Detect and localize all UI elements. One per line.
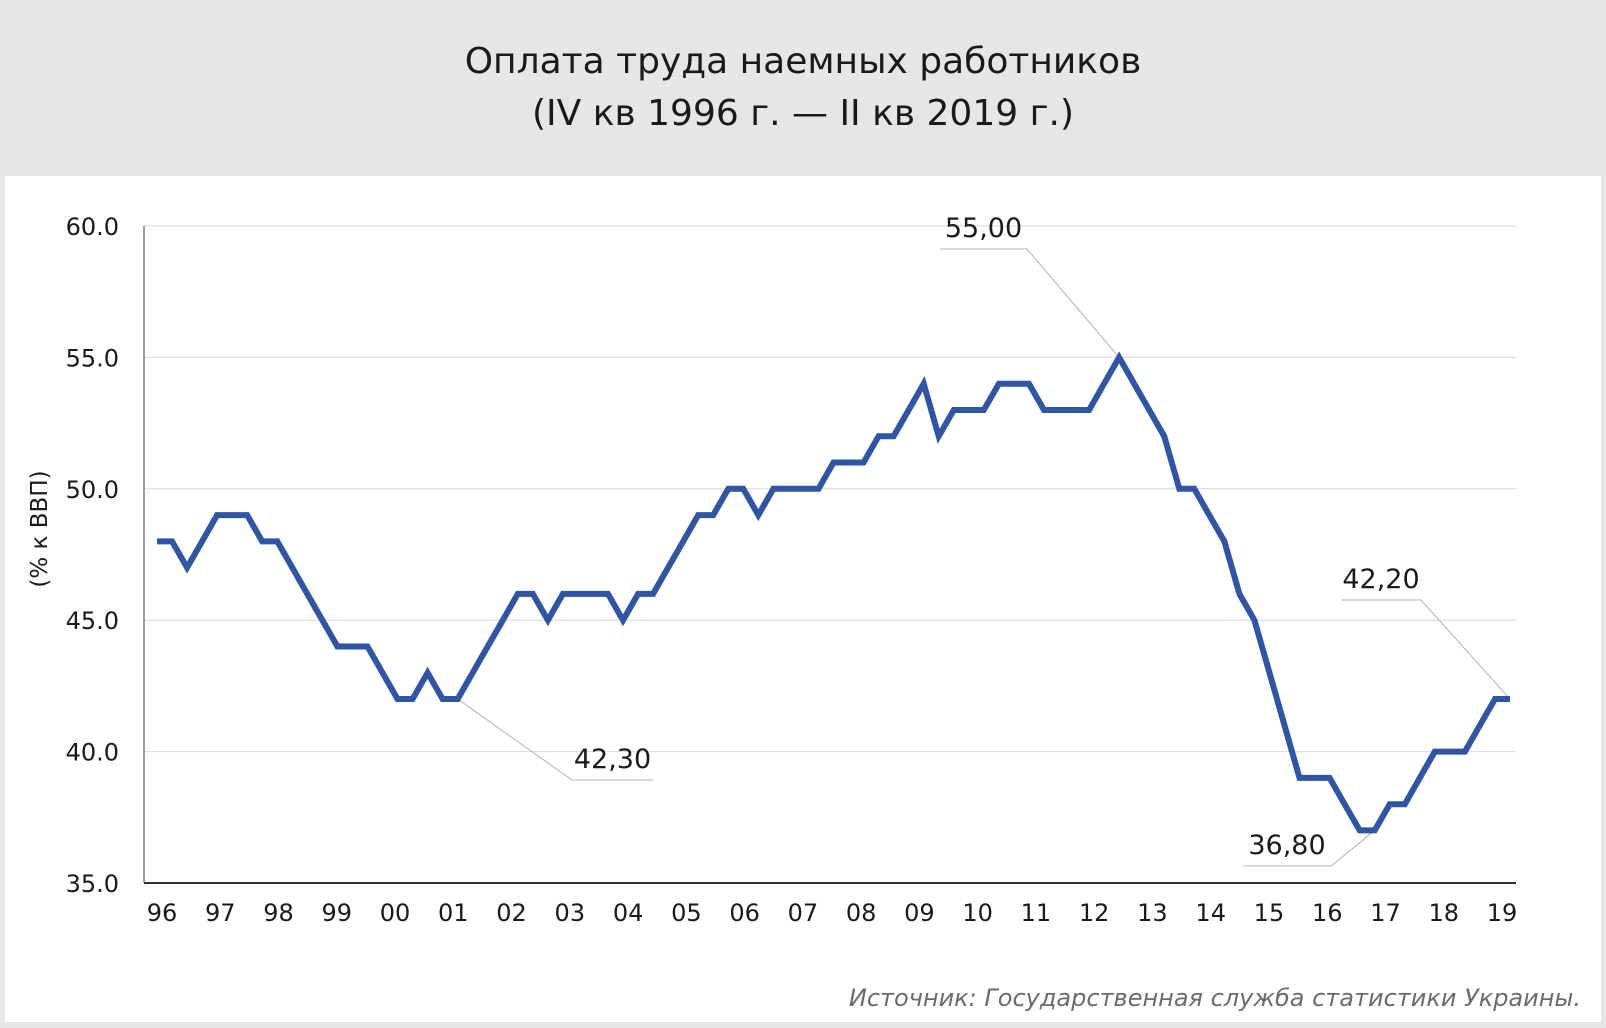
x-tick-label: 05: [671, 899, 702, 927]
x-tick-labels: 96 97 98 99 00 01 02 03 04 05 06 07 08 09 10 11 12 13 14 15…: [147, 899, 1518, 927]
x-tick-label: 06: [729, 899, 760, 927]
chart-panel: 35.0 40.0 45.0 50.0 55.0 60.0 96 97 98 99 00 01 02 0…: [5, 176, 1601, 1022]
x-tick-label: 18: [1428, 899, 1459, 927]
x-tick-label: 08: [846, 899, 877, 927]
x-tick-label: 12: [1079, 899, 1110, 927]
x-tick-label: 09: [904, 899, 935, 927]
y-tick-label: 35.0: [66, 870, 119, 898]
chart-title: Оплата труда наемных работников: [464, 41, 1142, 82]
x-tick-label: 15: [1254, 899, 1285, 927]
x-tick-label: 03: [555, 899, 586, 927]
x-tick-label: 98: [263, 899, 294, 927]
y-tick-label: 50.0: [66, 476, 119, 504]
annotation-labels: 42,30 55,00 36,80 42,20: [574, 213, 1420, 861]
line-chart: 35.0 40.0 45.0 50.0 55.0 60.0 96 97 98 99 00 01 02 0…: [27, 213, 1518, 927]
x-tick-label: 97: [205, 899, 236, 927]
x-tick-label: 16: [1312, 899, 1343, 927]
y-tick-label: 60.0: [66, 213, 119, 241]
chart-header: Оплата труда наемных работников (IV кв 1…: [0, 0, 1606, 176]
x-tick-label: 01: [438, 899, 469, 927]
annotation-leader: [457, 698, 653, 781]
series-group: [157, 351, 1510, 834]
annotation-leader: [1341, 599, 1511, 700]
x-tick-label: 19: [1487, 899, 1518, 927]
annotation-leader: [940, 248, 1120, 358]
y-tick-label: 40.0: [66, 739, 119, 767]
grid-lines: [144, 225, 1516, 753]
x-tick-label: 96: [147, 899, 178, 927]
chart-subtitle: (IV кв 1996 г. — II кв 2019 г.): [532, 93, 1074, 134]
y-axis-label: (% к ВВП): [27, 470, 53, 587]
y-tick-labels: 35.0 40.0 45.0 50.0 55.0 60.0: [66, 213, 119, 898]
x-tick-label: 14: [1195, 899, 1226, 927]
annotation-label: 55,00: [945, 213, 1022, 244]
annotation-label: 42,30: [574, 744, 651, 775]
x-tick-label: 04: [613, 899, 644, 927]
x-tick-label: 99: [322, 899, 353, 927]
x-tick-label: 02: [496, 899, 527, 927]
x-tick-label: 00: [380, 899, 411, 927]
x-tick-label: 07: [788, 899, 819, 927]
source-note: Источник: Государственная служба статист…: [848, 984, 1581, 1012]
annotation-leaders: [457, 248, 1511, 867]
series-line: [157, 351, 1510, 834]
x-tick-label: 11: [1021, 899, 1052, 927]
x-tick-label: 10: [962, 899, 993, 927]
annotation-label: 36,80: [1248, 830, 1325, 861]
x-tick-label: 13: [1137, 899, 1168, 927]
annotation-label: 42,20: [1342, 564, 1419, 595]
x-tick-label: 17: [1370, 899, 1401, 927]
y-tick-label: 55.0: [66, 344, 119, 372]
annotation-leader: [1243, 830, 1376, 867]
axes: [143, 226, 1516, 884]
y-tick-label: 45.0: [66, 607, 119, 635]
